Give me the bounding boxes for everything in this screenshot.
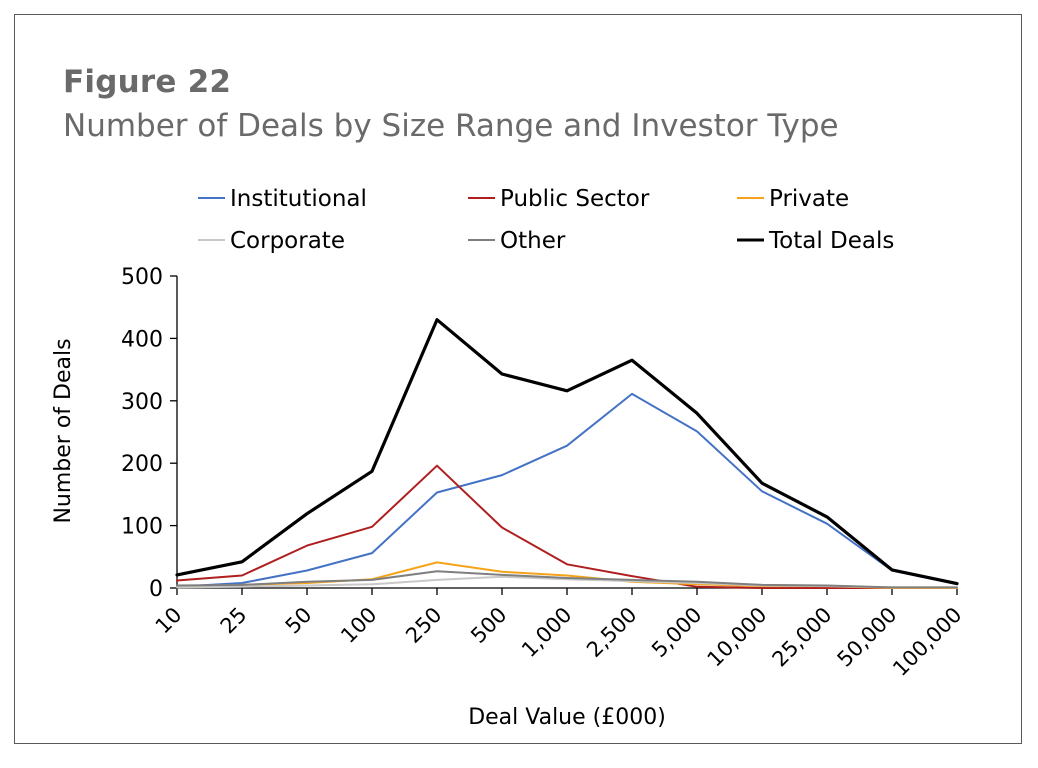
series-line-other — [176, 570, 958, 589]
y-tick-label: 300 — [121, 390, 163, 415]
series-line-total-deals — [175, 318, 959, 586]
chart-legend: Institutional Public Sector Private Corpora… — [198, 186, 894, 254]
x-axis: 10 25 50 100 250 500 1,000 2,500 5,00010,00025,0… — [151, 587, 967, 681]
x-tick-label: 1,000 — [517, 603, 576, 662]
x-tick-label: 500 — [466, 603, 511, 648]
y-tick-label: 100 — [121, 515, 163, 540]
y-tick-label: 500 — [121, 265, 163, 290]
x-tick-label: 250 — [401, 603, 446, 648]
y-axis: 0 100 200 300 400 500 — [121, 265, 178, 602]
legend-label-total-deals: Total Deals — [768, 228, 894, 254]
series-line-public-sector — [176, 464, 958, 589]
x-tick-label: 100,000 — [888, 603, 966, 681]
x-tick-label: 100 — [336, 603, 381, 648]
x-tick-label: 10,000 — [703, 603, 772, 672]
y-tick-label: 200 — [121, 452, 163, 477]
x-tick-label: 25,000 — [768, 603, 837, 672]
chart-series — [175, 318, 959, 589]
x-tick-label: 2,500 — [582, 603, 641, 662]
x-tick-label: 5,000 — [647, 603, 706, 662]
x-tick-label: 25 — [216, 603, 252, 639]
legend-label-public-sector: Public Sector — [500, 186, 650, 212]
x-tick-label: 50 — [281, 603, 317, 639]
y-tick-label: 0 — [149, 577, 163, 602]
x-tick-label: 10 — [151, 603, 187, 639]
y-tick-label: 400 — [121, 327, 163, 352]
legend-label-other: Other — [500, 228, 566, 254]
figure-label: Figure 22 — [63, 64, 232, 100]
x-axis-label: Deal Value (£000) — [468, 705, 666, 730]
series-line-institutional — [176, 392, 958, 588]
y-axis-label: Number of Deals — [51, 338, 76, 523]
legend-label-corporate: Corporate — [230, 228, 345, 254]
legend-label-institutional: Institutional — [230, 186, 367, 212]
legend-label-private: Private — [769, 186, 849, 212]
figure-title: Number of Deals by Size Range and Invest… — [63, 108, 839, 144]
series-line-private — [176, 561, 958, 589]
